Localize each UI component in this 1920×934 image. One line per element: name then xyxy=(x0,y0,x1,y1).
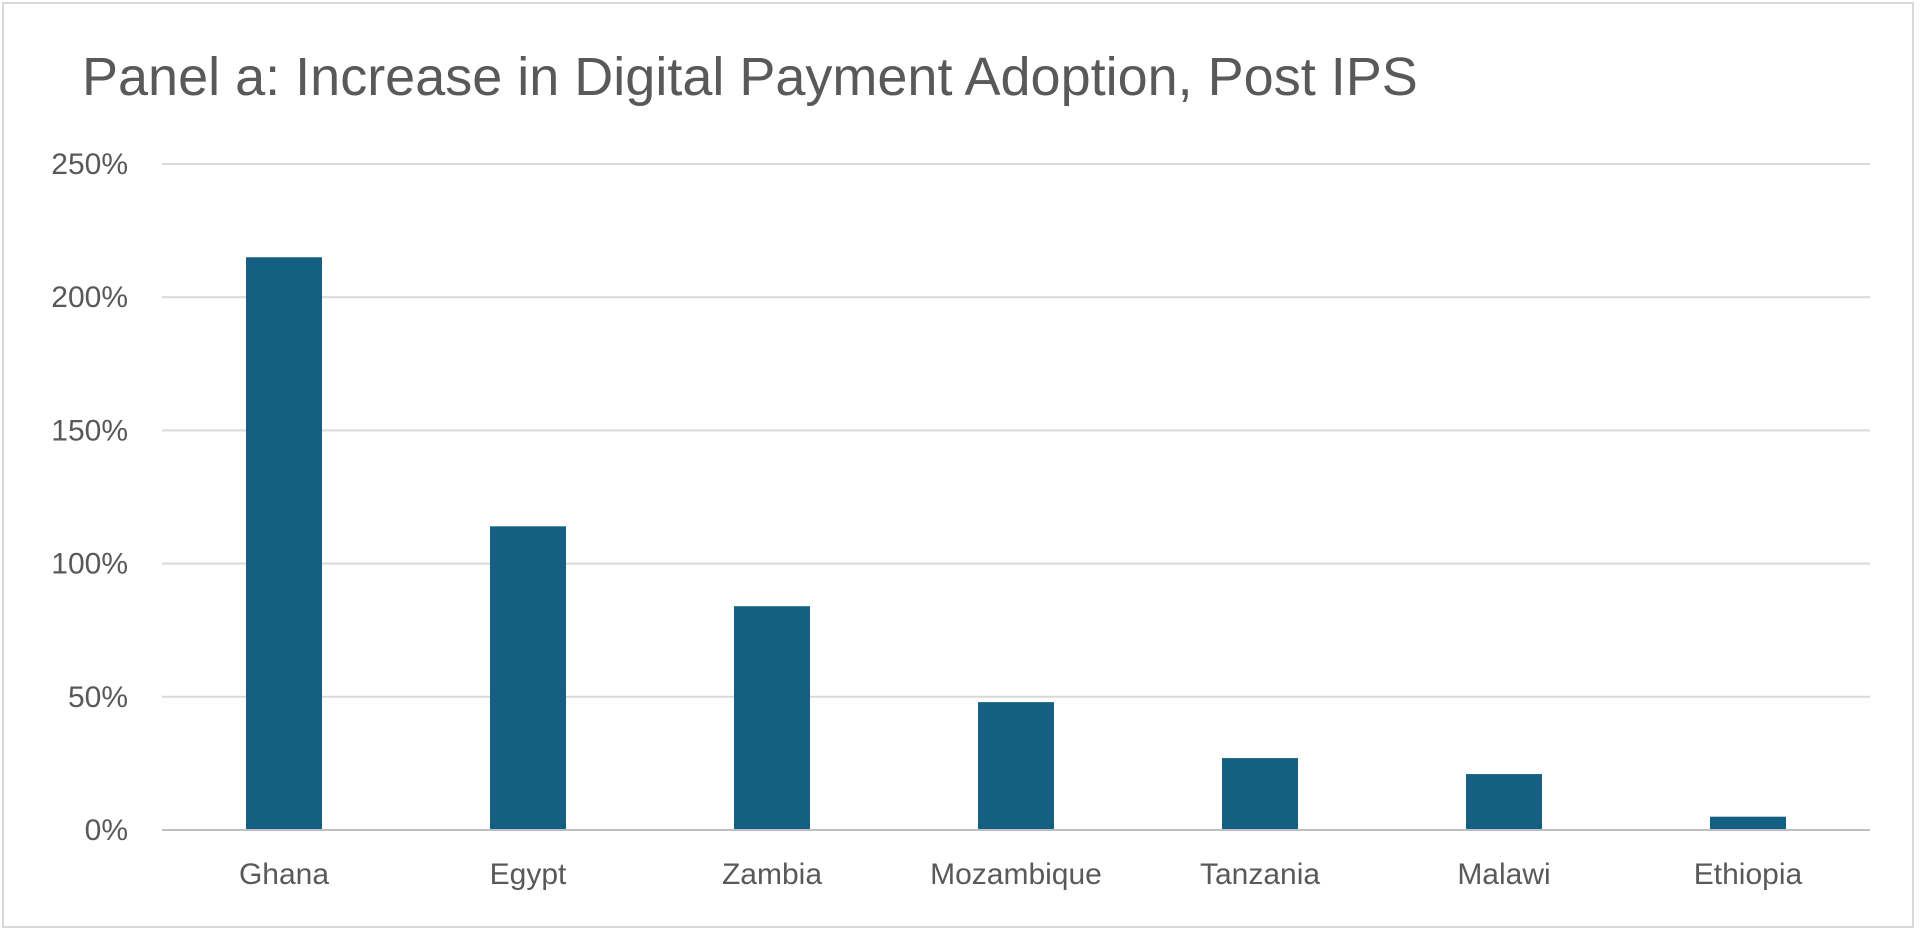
bar-ethiopia xyxy=(1710,816,1786,830)
x-category-label: Ghana xyxy=(239,858,329,891)
bar-chart: 0% 50% 100% 150% 200% 250% Ghana Egypt Zambia Mo… xyxy=(51,148,1870,891)
x-axis-category-labels: Ghana Egypt Zambia Mozambique Tanzania Malawi… xyxy=(239,858,1803,891)
bar-egypt xyxy=(490,526,566,830)
x-category-label: Mozambique xyxy=(930,858,1102,891)
bar-mozambique xyxy=(978,702,1054,830)
bar-ghana xyxy=(246,257,322,830)
y-tick-label: 100% xyxy=(51,548,128,581)
x-category-label: Tanzania xyxy=(1200,858,1320,891)
chart-title: Panel a: Increase in Digital Payment Ado… xyxy=(82,47,1418,107)
bar-zambia xyxy=(734,606,810,830)
y-tick-label: 150% xyxy=(51,414,128,447)
bar-malawi xyxy=(1466,774,1542,830)
x-category-label: Malawi xyxy=(1457,858,1550,891)
gridlines xyxy=(162,163,1870,698)
y-tick-label: 200% xyxy=(51,281,128,314)
y-tick-label: 250% xyxy=(51,148,128,181)
x-category-label: Zambia xyxy=(722,858,822,891)
y-axis-tick-labels: 0% 50% 100% 150% 200% 250% xyxy=(51,148,128,847)
x-category-label: Ethiopia xyxy=(1694,858,1803,891)
bars xyxy=(246,257,1786,830)
x-category-label: Egypt xyxy=(490,858,567,891)
bar-tanzania xyxy=(1222,758,1298,830)
y-tick-label: 50% xyxy=(68,681,128,714)
y-tick-label: 0% xyxy=(85,814,128,847)
